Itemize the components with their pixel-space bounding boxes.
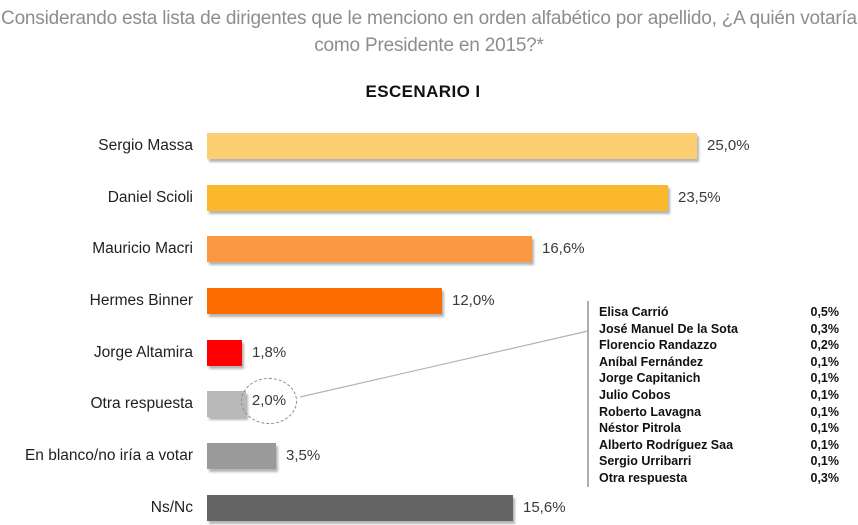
bar-value-label: 15,6%	[523, 499, 566, 516]
callout-connector-line	[299, 330, 589, 398]
highlight-ellipse: 2,0%	[241, 378, 297, 424]
other-responses-breakdown: Elisa Carrió 0,5% José Manuel De la Sota 0,…	[599, 304, 839, 487]
bar-value-label: 1,8%	[252, 344, 287, 361]
breakdown-item: Otra respuesta 0,3%	[599, 470, 839, 487]
category-label: Sergio Massa	[98, 137, 193, 154]
category-label: Daniel Scioli	[107, 189, 193, 206]
bar	[207, 236, 532, 262]
breakdown-item: Florencio Randazzo 0,2%	[599, 337, 839, 354]
breakdown-item: Alberto Rodríguez Saa 0,1%	[599, 437, 839, 454]
breakdown-item: Sergio Urribarri 0,1%	[599, 453, 839, 470]
category-label: Mauricio Macri	[92, 240, 193, 257]
category-label: Jorge Altamira	[93, 344, 193, 361]
breakdown-value: 0,1%	[810, 454, 840, 469]
chart-question-title: Considerando esta lista de dirigentes qu…	[1, 8, 857, 56]
breakdown-name: Otra respuesta	[599, 470, 688, 485]
category-label: Otra respuesta	[90, 395, 193, 412]
breakdown-value: 0,1%	[810, 437, 840, 452]
breakdown-item: José Manuel De la Sota 0,3%	[599, 321, 839, 338]
category-label: Hermes Binner	[89, 292, 193, 309]
breakdown-value: 0,1%	[810, 371, 840, 386]
breakdown-name: José Manuel De la Sota	[599, 321, 738, 336]
breakdown-value: 0,1%	[810, 421, 840, 436]
bar	[207, 185, 668, 211]
bar-value-label: 12,0%	[452, 292, 495, 309]
bar-value-label: 16,6%	[542, 240, 585, 257]
bar	[207, 288, 442, 314]
breakdown-item: Aníbal Fernández 0,1%	[599, 354, 839, 371]
breakdown-value: 0,2%	[810, 338, 840, 353]
category-label: En blanco/no iría a votar	[24, 447, 193, 464]
breakdown-value: 0,1%	[810, 404, 840, 419]
chart-scenario-title: ESCENARIO I	[365, 82, 481, 101]
bar	[207, 495, 513, 521]
breakdown-item: Néstor Pitrola 0,1%	[599, 420, 839, 437]
breakdown-name: Aníbal Fernández	[599, 354, 704, 369]
breakdown-item: Jorge Capitanich 0,1%	[599, 370, 839, 387]
breakdown-name: Florencio Randazzo	[599, 338, 718, 353]
breakdown-name: Elisa Carrió	[599, 305, 669, 319]
breakdown-name: Julio Cobos	[599, 387, 671, 402]
bar-value-label: 25,0%	[707, 137, 750, 154]
breakdown-item: Elisa Carrió 0,5%	[599, 304, 839, 321]
breakdown-name: Roberto Lavagna	[599, 404, 702, 419]
breakdown-item: Julio Cobos 0,1%	[599, 387, 839, 404]
bar	[207, 133, 697, 159]
breakdown-name: Alberto Rodríguez Saa	[599, 437, 734, 452]
breakdown-value: 0,5%	[810, 305, 840, 319]
breakdown-value: 0,3%	[810, 321, 840, 336]
breakdown-name: Néstor Pitrola	[599, 421, 681, 436]
breakdown-value: 0,3%	[810, 470, 840, 485]
bar	[207, 391, 246, 417]
breakdown-value: 0,1%	[810, 387, 840, 402]
breakdown-value: 0,1%	[810, 354, 840, 369]
breakdown-name: Sergio Urribarri	[599, 454, 692, 469]
bar-value-label: 23,5%	[678, 189, 721, 206]
bar-value-label: 3,5%	[286, 447, 321, 464]
breakdown-name: Jorge Capitanich	[599, 371, 701, 386]
breakdown-item: Roberto Lavagna 0,1%	[599, 404, 839, 421]
bar	[207, 340, 242, 366]
category-label: Ns/Nc	[150, 499, 193, 516]
bar	[207, 443, 276, 469]
